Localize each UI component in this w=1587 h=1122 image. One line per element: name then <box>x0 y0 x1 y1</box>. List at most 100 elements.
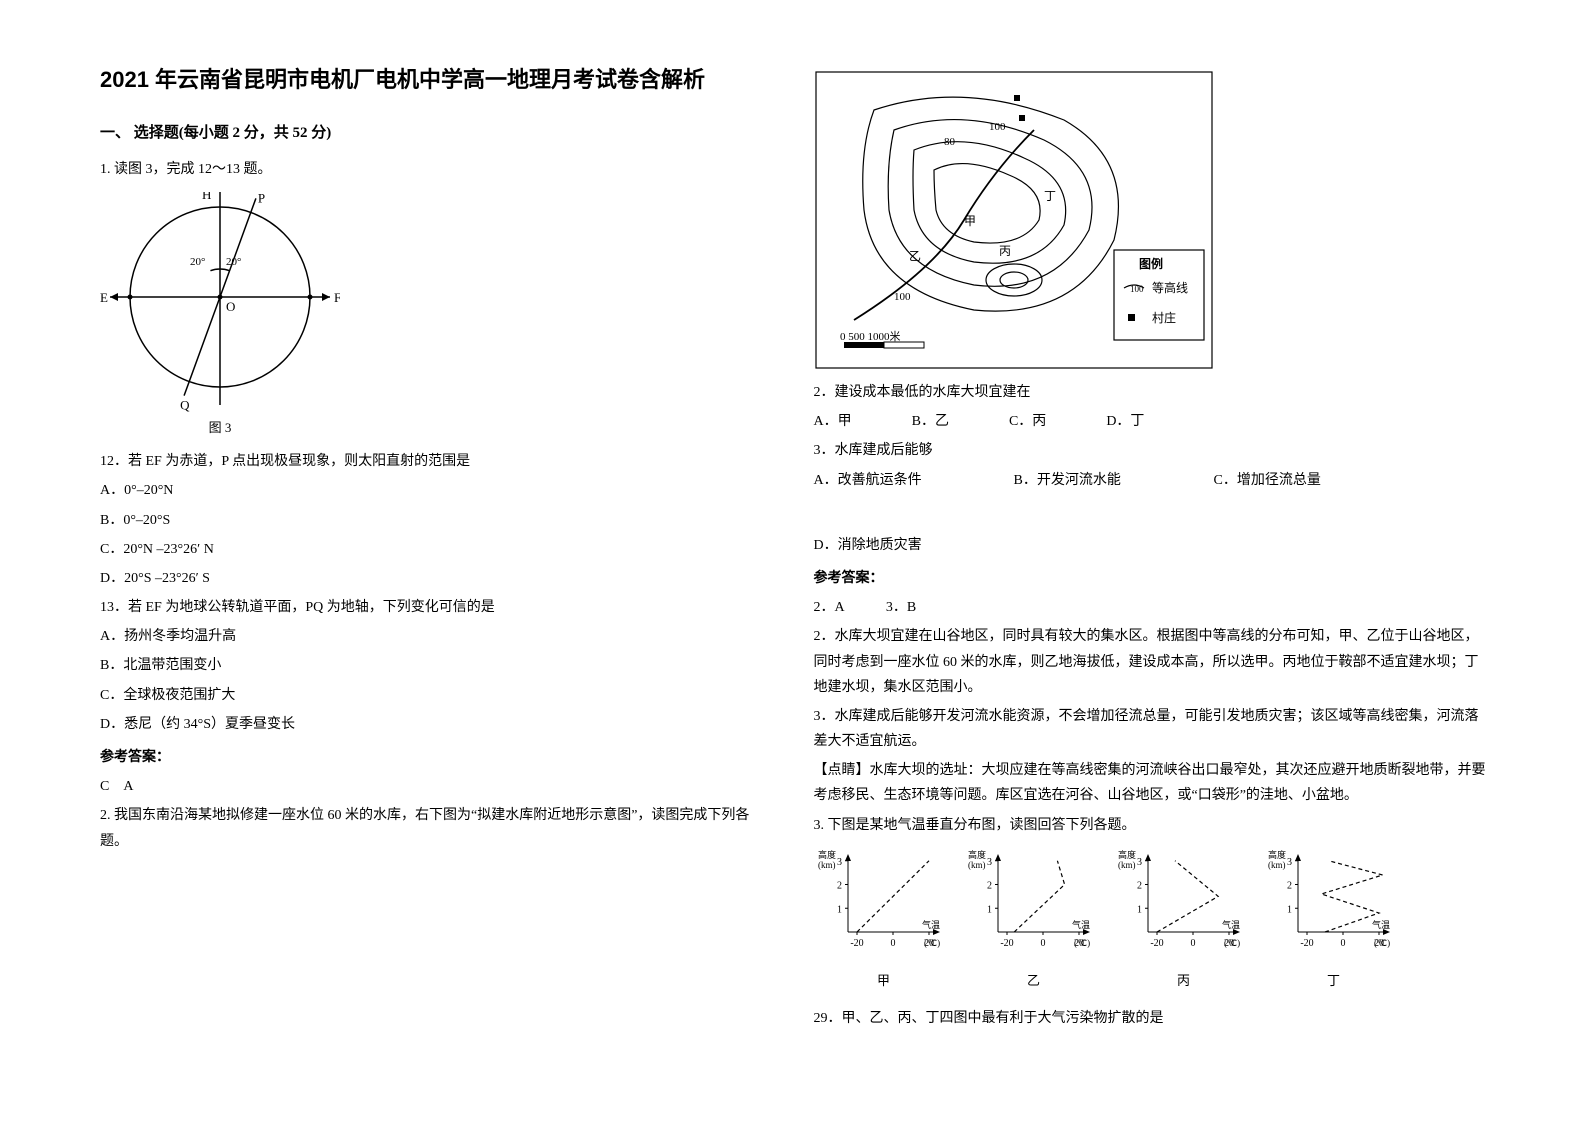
svg-text:F: F <box>334 290 340 305</box>
q2-3: 3．水库建成后能够 <box>814 438 1488 463</box>
svg-text:丁: 丁 <box>1044 189 1056 203</box>
figure-3-caption: 图 3 <box>100 416 340 439</box>
svg-text:高度: 高度 <box>1268 849 1286 860</box>
q13-opt-b: B．北温带范围变小 <box>100 653 774 678</box>
svg-text:0: 0 <box>1190 938 1195 949</box>
q2-2-options: A．甲 B．乙 C．丙 D．丁 <box>814 409 1488 434</box>
svg-text:3: 3 <box>1137 857 1142 868</box>
svg-text:等高线: 等高线 <box>1152 280 1188 295</box>
q12-opt-a: A．0°–20°N <box>100 478 774 503</box>
answer-label-2: 参考答案： <box>814 566 1488 591</box>
svg-text:(℃): (℃) <box>1374 938 1390 948</box>
svg-text:(℃): (℃) <box>1074 938 1090 948</box>
answer-1: C A <box>100 774 774 799</box>
svg-text:2: 2 <box>1137 880 1142 891</box>
svg-text:100: 100 <box>989 121 1006 133</box>
svg-text:P: P <box>258 192 265 205</box>
svg-text:气温: 气温 <box>922 919 940 930</box>
svg-text:80: 80 <box>944 136 956 148</box>
svg-text:1: 1 <box>987 904 992 915</box>
svg-text:(km): (km) <box>968 860 986 870</box>
svg-text:图例: 图例 <box>1139 256 1163 271</box>
q2-3-options: A．改善航运条件 B．开发河流水能 C．增加径流总量 D．消除地质灾害 <box>814 468 1488 558</box>
svg-text:-20: -20 <box>1300 938 1313 949</box>
q12: 12．若 EF 为赤道，P 点出现极昼现象，则太阳直射的范围是 <box>100 449 774 474</box>
topo-svg: 甲乙丙丁801001000 500 1000米图例100等高线村庄 <box>814 70 1214 370</box>
explain-3: 3．水库建成后能够开发河流水能资源，不会增加径流总量，可能引发地质灾害；该区域等… <box>814 704 1488 754</box>
svg-text:3: 3 <box>987 857 992 868</box>
q2-2-opt-a: A．甲 <box>814 409 852 434</box>
svg-text:高度: 高度 <box>968 849 986 860</box>
svg-text:气温: 气温 <box>1072 919 1090 930</box>
q13-options: A．扬州冬季均温升高 B．北温带范围变小 C．全球极夜范围扩大 D．悉尼（约 3… <box>100 624 774 737</box>
chart-b-label: 乙 <box>964 969 1104 992</box>
chart-a-svg: 123-20020高度(km)气温(℃) <box>814 848 944 958</box>
chart-b-svg: 123-20020高度(km)气温(℃) <box>964 848 1094 958</box>
q2-2-opt-c: C．丙 <box>1009 409 1046 434</box>
q12-opt-d: D．20°S –23°26′ S <box>100 566 774 591</box>
q3-intro: 3. 下图是某地气温垂直分布图，读图回答下列各题。 <box>814 813 1488 838</box>
q1-intro: 1. 读图 3，完成 12～13 题。 <box>100 157 774 182</box>
chart-c-svg: 123-20020高度(km)气温(℃) <box>1114 848 1244 958</box>
svg-text:O: O <box>226 299 235 314</box>
svg-text:高度: 高度 <box>1118 849 1136 860</box>
svg-text:20°: 20° <box>190 256 205 268</box>
q2-2-opt-d: D．丁 <box>1106 409 1144 434</box>
svg-text:100: 100 <box>1130 284 1144 294</box>
svg-text:丙: 丙 <box>999 244 1011 258</box>
chart-b: 123-20020高度(km)气温(℃) 乙 <box>964 848 1104 993</box>
explain-2: 2．水库大坝宜建在山谷地区，同时具有较大的集水区。根据图中等高线的分布可知，甲、… <box>814 624 1488 700</box>
svg-text:气温: 气温 <box>1222 919 1240 930</box>
chart-a: 123-20020高度(km)气温(℃) 甲 <box>814 848 954 993</box>
svg-text:0: 0 <box>1040 938 1045 949</box>
svg-text:(km): (km) <box>1118 860 1136 870</box>
svg-text:(℃): (℃) <box>924 938 940 948</box>
svg-text:3: 3 <box>837 857 842 868</box>
svg-text:1: 1 <box>837 904 842 915</box>
svg-text:甲: 甲 <box>964 214 976 228</box>
chart-d: 123-20020高度(km)气温(℃) 丁 <box>1264 848 1404 993</box>
small-charts-row: 123-20020高度(km)气温(℃) 甲 123-20020高度(km)气温… <box>814 848 1488 993</box>
answer-2: 2．A 3．B <box>814 595 1488 620</box>
chart-d-label: 丁 <box>1264 969 1404 992</box>
svg-text:-20: -20 <box>850 938 863 949</box>
svg-text:3: 3 <box>1287 857 1292 868</box>
q29: 29．甲、乙、丙、丁四图中最有利于大气污染物扩散的是 <box>814 1006 1488 1031</box>
answer-label-1: 参考答案： <box>100 745 774 770</box>
svg-text:Q: Q <box>180 397 190 411</box>
svg-text:(℃): (℃) <box>1224 938 1240 948</box>
q2-intro: 2. 我国东南沿海某地拟修建一座水位 60 米的水库，右下图为“拟建水库附近地形… <box>100 803 774 853</box>
q12-options: A．0°–20°N B．0°–20°S C．20°N –23°26′ N D．2… <box>100 478 774 591</box>
q12-opt-c: C．20°N –23°26′ N <box>100 537 774 562</box>
section-1-head: 一、 选择题(每小题 2 分，共 52 分) <box>100 120 774 147</box>
right-column: 甲乙丙丁801001000 500 1000米图例100等高线村庄 2．建设成本… <box>794 60 1508 1082</box>
chart-a-label: 甲 <box>814 969 954 992</box>
svg-text:1: 1 <box>1137 904 1142 915</box>
svg-text:100: 100 <box>894 291 911 303</box>
q12-opt-b: B．0°–20°S <box>100 508 774 533</box>
figure-3-svg: HPEFOQ20°20° <box>100 192 340 412</box>
svg-text:1: 1 <box>1287 904 1292 915</box>
svg-text:0 500 1000米: 0 500 1000米 <box>840 330 901 343</box>
svg-text:气温: 气温 <box>1372 919 1390 930</box>
svg-text:0: 0 <box>1340 938 1345 949</box>
svg-text:-20: -20 <box>1150 938 1163 949</box>
svg-text:高度: 高度 <box>818 849 836 860</box>
svg-text:2: 2 <box>837 880 842 891</box>
svg-text:0: 0 <box>890 938 895 949</box>
q2-2: 2．建设成本最低的水库大坝宜建在 <box>814 380 1488 405</box>
svg-text:(km): (km) <box>818 860 836 870</box>
svg-text:20°: 20° <box>226 256 241 268</box>
svg-text:2: 2 <box>987 880 992 891</box>
left-column: 2021 年云南省昆明市电机厂电机中学高一地理月考试卷含解析 一、 选择题(每小… <box>80 60 794 1082</box>
doc-title: 2021 年云南省昆明市电机厂电机中学高一地理月考试卷含解析 <box>100 60 774 100</box>
svg-text:乙: 乙 <box>909 249 921 263</box>
tip: 【点睛】水库大坝的选址：大坝应建在等高线密集的河流峡谷出口最窄处，其次还应避开地… <box>814 758 1488 808</box>
chart-d-svg: 123-20020高度(km)气温(℃) <box>1264 848 1394 958</box>
svg-text:(km): (km) <box>1268 860 1286 870</box>
chart-c-label: 丙 <box>1114 969 1254 992</box>
figure-3: HPEFOQ20°20° 图 3 <box>100 192 774 439</box>
q13: 13．若 EF 为地球公转轨道平面，PQ 为地轴，下列变化可信的是 <box>100 595 774 620</box>
topo-figure: 甲乙丙丁801001000 500 1000米图例100等高线村庄 <box>814 70 1488 370</box>
svg-text:H: H <box>202 192 211 202</box>
